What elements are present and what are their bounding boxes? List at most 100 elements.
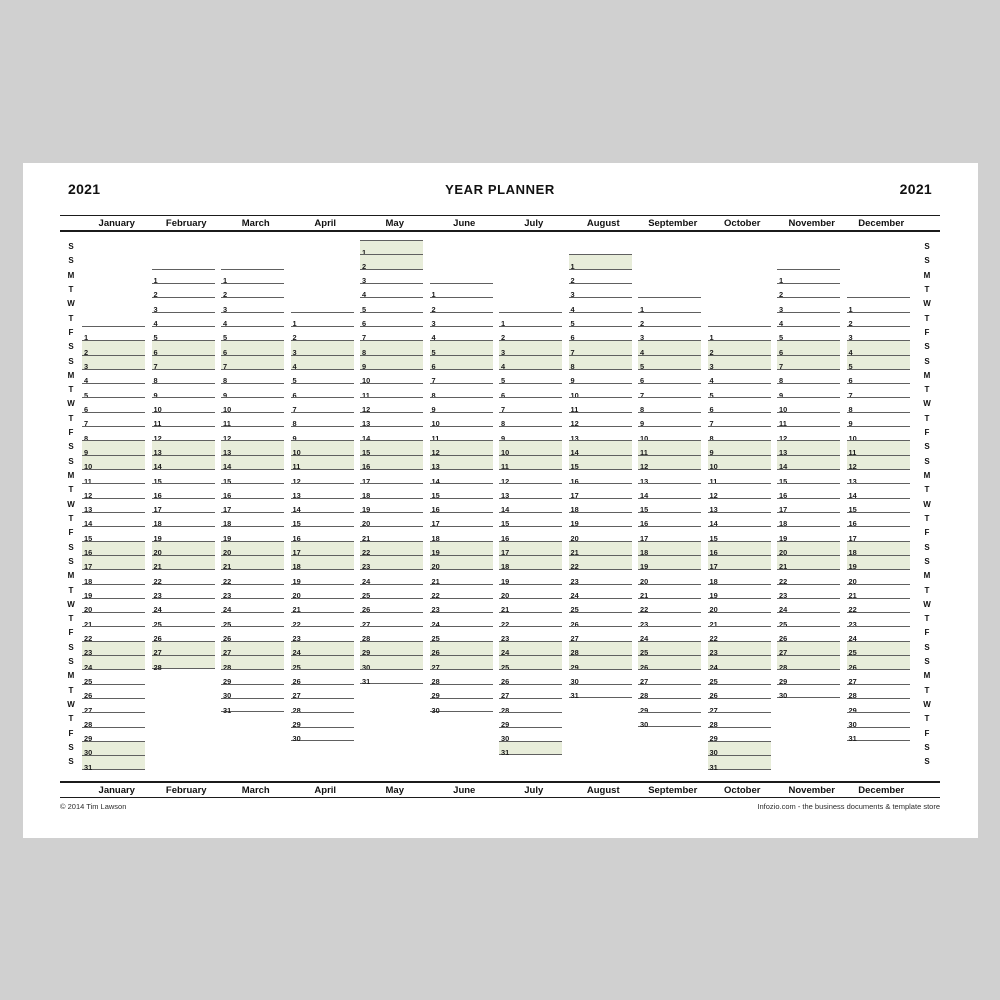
day-number: 14 (223, 462, 232, 472)
day-number: 9 (292, 433, 297, 443)
day-number: 12 (501, 476, 510, 486)
month-day-cell: 8 (221, 368, 291, 385)
day-slot: 1 (568, 254, 632, 270)
day-number: 24 (779, 605, 788, 615)
day-slot: 22 (499, 612, 562, 628)
month-day-cell: 11 (499, 454, 569, 470)
day-number: 17 (570, 490, 579, 500)
day-slot: 9 (638, 411, 701, 427)
month-day-cell: 8 (429, 383, 500, 399)
day-slot: 27 (151, 640, 215, 656)
month-day-cell (430, 712, 500, 726)
day-number: 23 (153, 591, 162, 600)
month-day-cell (569, 755, 639, 769)
day-slot: 3 (568, 282, 632, 299)
month-day-cell (430, 254, 500, 268)
month-day-cell: 30 (846, 712, 917, 728)
planner-row: T 7 11 11 8 13 10 8 12 9 7 11 9 T (60, 411, 940, 427)
day-number: 29 (362, 648, 371, 658)
day-slot: 15 (221, 469, 284, 485)
day-slot: 16 (221, 483, 284, 499)
month-day-cell: 15 (707, 526, 778, 543)
year-left: 2021 (68, 181, 101, 197)
month-day-cell: 31 (82, 755, 152, 771)
day-number: 1 (431, 290, 436, 300)
month-day-cell: 27 (777, 640, 847, 656)
day-slot: 18 (568, 497, 632, 513)
day-number: 15 (709, 533, 718, 543)
day-slot: 13 (360, 411, 423, 427)
month-day-cell: 23 (151, 583, 222, 600)
day-slot: 20 (707, 597, 771, 614)
month-day-cell: 4 (638, 340, 708, 356)
day-number: 20 (223, 548, 232, 558)
month-day-cell (569, 712, 639, 726)
day-number: 16 (431, 505, 440, 515)
month-day-cell: 15 (221, 469, 291, 485)
month-day-cell: 24 (638, 626, 708, 642)
day-slot: 6 (638, 368, 701, 386)
day-number: 6 (640, 376, 645, 386)
month-day-cell: 2 (568, 268, 639, 284)
month-day-cell (152, 755, 222, 769)
month-day-cell: 10 (429, 411, 500, 427)
month-day-cell: 27 (82, 698, 152, 714)
weekday-letter-left: S (68, 342, 74, 352)
month-day-cell: 20 (846, 569, 917, 585)
month-day-cell: 17 (221, 497, 291, 513)
day-number: 23 (223, 591, 232, 600)
day-number: 12 (153, 433, 162, 443)
month-day-cell: 12 (221, 426, 291, 442)
day-number: 4 (292, 362, 297, 371)
month-day-cell: 9 (638, 411, 708, 427)
day-slot: 4 (777, 311, 840, 327)
day-number: 26 (709, 691, 718, 701)
day-slot: 7 (707, 411, 771, 427)
month-day-cell: 30 (707, 740, 778, 757)
planner-row: M 18 22 22 19 24 21 19 23 20 18 22 20 M (60, 569, 940, 585)
planner-row: S 23 27 27 24 29 26 24 28 25 23 27 25 S (60, 640, 940, 658)
day-number: 30 (431, 705, 440, 715)
day-number: 3 (640, 333, 645, 343)
day-number: 13 (709, 505, 718, 515)
day-slot: 22 (638, 597, 701, 614)
day-slot: 30 (290, 726, 354, 742)
day-number: 25 (709, 676, 718, 686)
day-slot: 6 (568, 325, 632, 342)
day-slot: 5 (429, 340, 493, 356)
day-slot: 13 (568, 426, 632, 442)
day-slot: 4 (82, 368, 145, 385)
day-number: 25 (501, 662, 510, 672)
month-header-label: April (314, 784, 337, 796)
planner-row: M 1 1 3 2 1 M (60, 268, 940, 284)
day-number: 9 (362, 362, 367, 371)
day-slot: 13 (82, 497, 145, 513)
day-number: 16 (640, 519, 649, 529)
day-number: 12 (292, 476, 301, 486)
month-header-label: June (453, 784, 476, 796)
month-day-cell: 21 (429, 569, 500, 585)
month-day-cell: 30 (638, 712, 708, 728)
planner-row: S 24 28 28 25 30 27 25 29 26 24 28 26 S (60, 655, 940, 672)
day-number: 5 (223, 333, 228, 343)
year-right: 2021 (899, 181, 932, 197)
month-day-cell: 27 (638, 669, 708, 685)
month-day-cell: 23 (360, 554, 430, 571)
weekday-letter-right: T (924, 385, 930, 395)
day-number: 9 (709, 447, 714, 457)
day-number: 16 (848, 519, 857, 529)
day-slot: 21 (221, 554, 284, 571)
day-number: 19 (223, 533, 232, 543)
day-slot: 23 (846, 612, 910, 628)
day-slot: 22 (429, 583, 493, 599)
month-day-cell: 20 (82, 597, 152, 614)
weekday-letter-left: W (67, 700, 75, 709)
day-number: 31 (709, 762, 718, 772)
weekday-letter-left: S (68, 242, 74, 251)
month-day-cell: 9 (707, 440, 778, 457)
month-day-cell: 19 (221, 526, 291, 543)
month-day-cell: 3 (777, 297, 847, 313)
day-number: 18 (848, 548, 857, 558)
day-slot: 21 (429, 569, 493, 585)
day-slot: 4 (290, 354, 354, 371)
